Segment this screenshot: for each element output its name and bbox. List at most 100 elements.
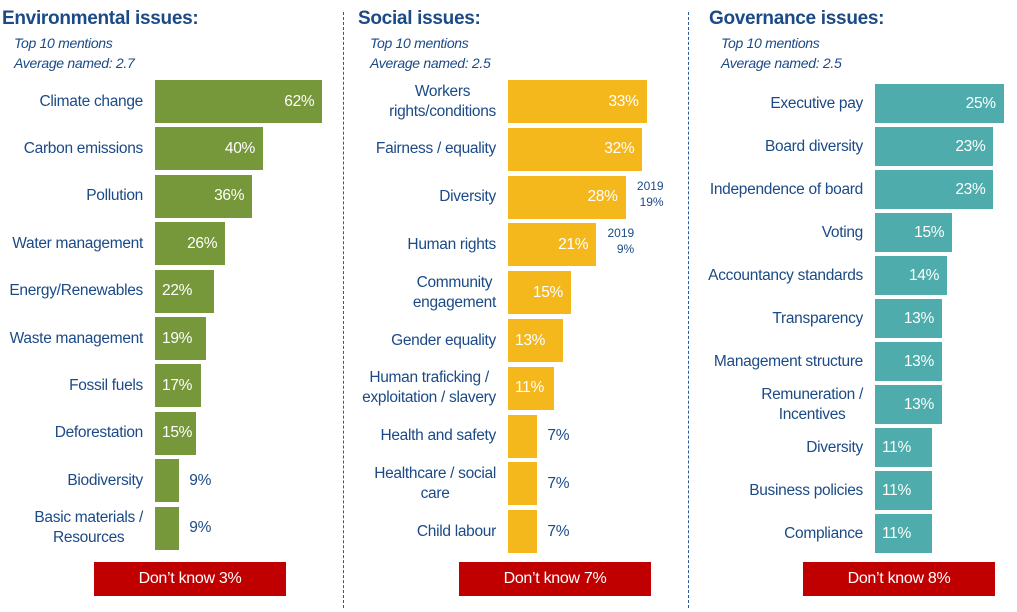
environmental-category-label: Biodiversity [1,459,143,502]
label-line: Human traficking / [369,369,489,387]
label-line: exploitation / slavery [362,389,496,407]
environmental-category-label: Pollution [1,175,143,218]
governance-category-label: Business policies [693,471,863,510]
label-line: Biodiversity [67,471,143,489]
label-line: Pollution [86,187,143,205]
governance-dont-know-badge: Don’t know 8% [803,562,995,596]
social-bar [508,127,643,171]
social-bar [508,319,563,362]
label-line: Accountancy standards [708,266,863,284]
environmental-bar [155,459,180,503]
label-line: Diversity [439,188,496,206]
social-bar [508,175,626,219]
category-label-text: Diversity [439,187,496,207]
social-comparison-note: 9% [616,242,635,257]
social-value-label: 7% [547,427,570,445]
social-subtitle: Top 10 mentions [370,35,469,51]
label-line: Healthcare / social [374,464,496,482]
social-comparison-note: 19% [639,194,664,209]
label-line: Human rights [407,235,496,253]
environmental-bar [155,317,207,360]
social-value-label: 33% [608,92,639,110]
environmental-subtitle: Top 10 mentions [14,35,113,51]
category-label-text: Pollution [86,186,143,206]
environmental-bar [155,269,215,313]
label-line: Waste management [9,329,144,347]
label-line: Transparency [772,309,863,327]
environmental-value-label: 62% [284,92,315,110]
label-line: Voting [821,223,864,241]
environmental-category-label: Water management [1,222,143,265]
social-value-label: 7% [547,474,570,492]
panel-divider [343,12,344,608]
governance-category-label: Transparency [693,299,863,338]
governance-category-label: Board diversity [693,127,863,166]
social-category-label: Fairness / equality [344,128,496,171]
label-line: Compliance [784,524,863,542]
environmental-bar [155,364,201,408]
category-label-text: Board diversity [765,137,863,157]
governance-bar [875,514,932,553]
category-label-text: Business policies [749,481,863,501]
governance-value-label: 13% [903,352,934,370]
governance-bar [875,299,942,338]
environmental-category-label: Carbon emissions [1,127,144,170]
environmental-value-label: 19% [162,329,193,347]
governance-subtitle: Top 10 mentions [721,35,820,51]
environmental-value-label: 40% [224,139,255,157]
label-line: Resources [53,529,125,547]
social-comparison-note: 2019 [636,178,664,193]
social-bar [508,510,538,554]
social-value-label: 11% [515,379,544,397]
category-label-text: Health and safety [380,426,496,446]
label-line: Fairness / equality [375,140,496,158]
category-label-text: Carbon emissions [23,139,144,159]
environmental-bar [155,506,180,550]
environmental-dont-know-badge: Don’t know 3% [94,562,286,596]
label-line: Health and safety [380,427,496,445]
category-label-text: Deforestation [55,423,144,443]
environmental-value-label: 15% [162,424,193,442]
social-category-label: Human rights [344,223,496,266]
environmental-category-label: Deforestation [1,412,144,455]
label-line: Executive pay [770,94,863,112]
governance-category-label: Diversity [693,428,863,467]
environmental-bar [155,127,263,171]
governance-bar [875,84,1004,123]
governance-title: Governance issues: [709,8,885,29]
category-label-text: Community engagement [413,273,496,313]
governance-category-label: Compliance [693,514,863,553]
social-value-label: 15% [532,283,563,301]
governance-value-label: 11% [882,438,911,456]
environmental-value-label: 17% [162,376,193,394]
social-bar [508,366,555,410]
label-line: Carbon emissions [23,139,144,157]
environmental-value-label: 9% [189,519,212,537]
governance-bar [875,385,942,424]
social-bar [508,271,571,315]
label-line: Basic materials / [34,509,143,527]
governance-bar [875,471,932,510]
social-comparison-note: 2019 [607,226,635,241]
label-line: Child labour [416,522,496,540]
governance-bar [875,256,948,295]
category-label-text: Fairness / equality [376,139,496,159]
label-line: Incentives [778,405,846,423]
governance-bar [875,428,932,467]
social-category-label: Gender equality [344,319,496,362]
category-label-text: Diversity [806,438,863,458]
category-label-text: Accountancy standards [708,266,863,286]
category-label-text: Human traficking / exploitation / slavery [362,368,496,408]
governance-value-label: 23% [955,180,986,198]
category-label-text: Workers rights/conditions [389,82,496,122]
label-line: Diversity [806,438,863,456]
governance-value-label: 13% [903,309,934,327]
category-label-text: Gender equality [391,331,496,351]
social-dont-know-badge: Don’t know 7% [459,562,651,596]
category-label-text: Transparency [772,309,863,329]
governance-value-label: 23% [955,137,986,155]
governance-value-label: 11% [882,481,911,499]
governance-bar [875,342,942,381]
governance-value-label: 11% [882,524,911,542]
environmental-bar [155,80,323,123]
